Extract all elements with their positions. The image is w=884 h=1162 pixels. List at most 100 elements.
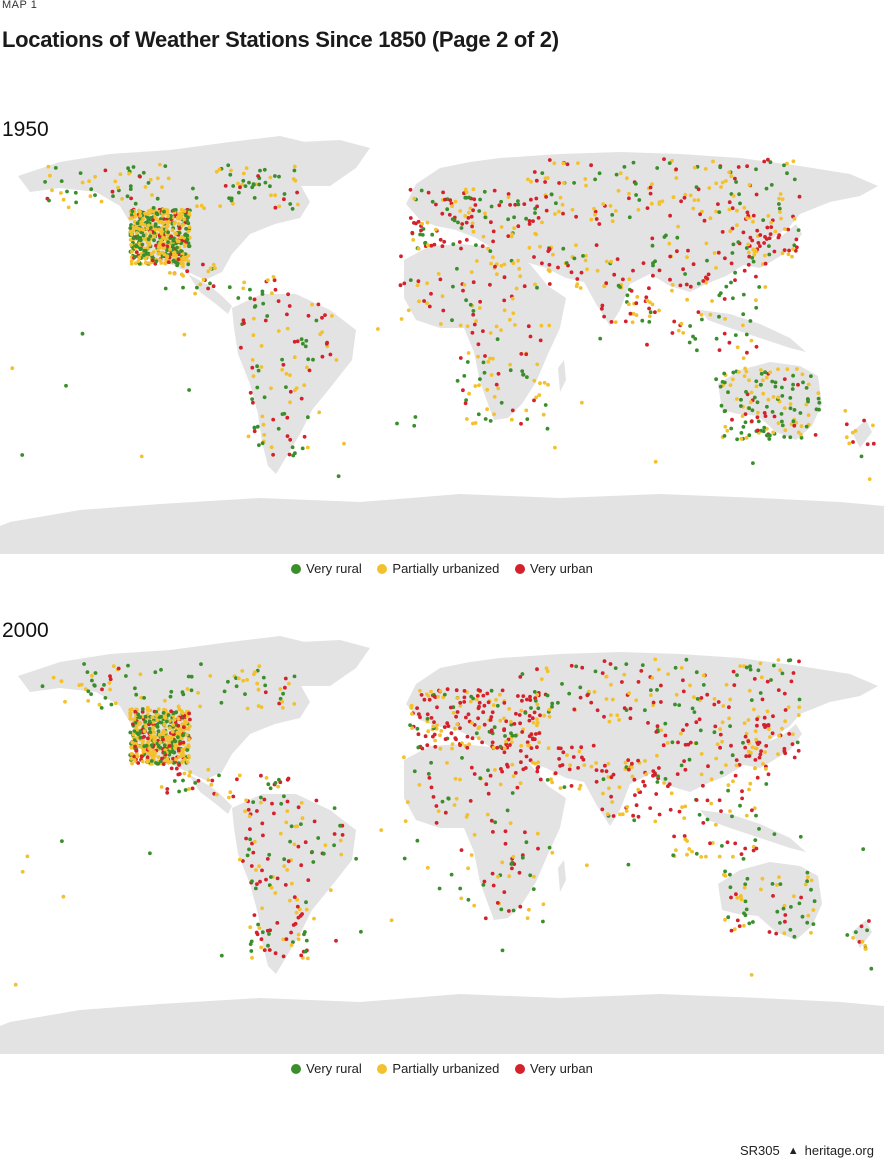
station-point <box>280 412 285 416</box>
station-point <box>143 719 148 724</box>
station-point <box>744 907 749 912</box>
station-point <box>127 171 131 176</box>
station-point <box>288 389 293 394</box>
station-point <box>310 302 314 307</box>
station-point <box>228 790 233 795</box>
station-point <box>459 246 463 251</box>
station-point <box>171 238 176 243</box>
station-point <box>141 739 146 743</box>
station-point <box>217 773 221 778</box>
station-point <box>724 763 728 767</box>
station-point <box>708 841 712 846</box>
station-point <box>471 696 475 701</box>
station-point <box>181 264 185 269</box>
station-point <box>602 284 607 289</box>
station-point <box>744 332 749 337</box>
station-point <box>167 744 172 748</box>
station-point <box>768 160 773 165</box>
station-point <box>550 850 555 855</box>
station-point <box>147 719 152 724</box>
station-point <box>488 249 493 254</box>
station-point <box>248 827 252 831</box>
station-point <box>736 240 741 244</box>
station-point <box>323 843 328 848</box>
station-point <box>569 784 574 788</box>
station-point <box>701 673 706 678</box>
station-point <box>265 314 270 318</box>
station-point <box>541 412 546 417</box>
station-point <box>578 685 583 690</box>
station-point <box>59 191 63 195</box>
station-point <box>729 280 733 285</box>
station-point <box>705 798 710 803</box>
station-point <box>775 883 779 887</box>
landmass-11 <box>0 494 884 554</box>
station-point <box>480 740 484 745</box>
station-point <box>292 168 297 173</box>
station-point <box>463 401 468 406</box>
station-point <box>499 199 503 204</box>
station-point <box>508 317 512 322</box>
station-point <box>446 724 451 728</box>
station-point <box>670 282 675 287</box>
station-point <box>743 882 748 887</box>
station-point <box>65 189 69 194</box>
station-point <box>666 784 670 789</box>
station-point <box>266 782 271 787</box>
station-point <box>270 801 274 806</box>
station-point <box>144 220 149 225</box>
station-point <box>470 330 475 335</box>
station-point <box>597 171 602 176</box>
station-point <box>483 354 487 358</box>
station-point <box>174 231 179 236</box>
station-point <box>465 745 470 750</box>
station-point <box>178 741 183 746</box>
station-point <box>269 386 273 391</box>
station-point <box>285 326 290 331</box>
heritage-link[interactable]: heritage.org <box>804 1143 874 1158</box>
station-point <box>508 821 513 826</box>
station-point <box>293 178 298 183</box>
station-point <box>526 324 531 329</box>
station-point <box>694 720 699 725</box>
station-point <box>172 717 177 722</box>
station-point <box>166 230 171 235</box>
landmass-0 <box>18 136 360 280</box>
station-point <box>167 740 172 745</box>
station-point <box>406 308 411 313</box>
station-point <box>720 844 724 848</box>
station-point <box>731 779 735 784</box>
station-point <box>538 338 543 343</box>
station-point <box>781 906 786 911</box>
station-point <box>459 896 464 901</box>
station-point <box>792 755 797 760</box>
station-point <box>489 220 493 225</box>
station-point <box>148 234 153 238</box>
station-point <box>665 741 670 745</box>
station-point <box>754 746 759 751</box>
station-point <box>523 711 528 715</box>
station-point <box>429 291 433 296</box>
station-point <box>177 789 182 794</box>
station-point <box>532 378 537 383</box>
station-point <box>491 356 495 361</box>
station-point <box>777 202 781 206</box>
station-point <box>847 441 852 446</box>
station-point <box>753 758 758 762</box>
station-point <box>296 844 301 849</box>
station-point <box>701 783 705 788</box>
station-point <box>253 886 258 891</box>
station-point <box>776 752 780 757</box>
station-point <box>770 379 775 384</box>
station-point <box>159 261 164 265</box>
station-point <box>647 314 652 319</box>
station-point <box>317 410 322 415</box>
station-point <box>733 176 737 181</box>
station-point <box>634 698 639 703</box>
station-point <box>488 356 492 361</box>
station-point <box>628 311 633 316</box>
station-point <box>743 745 748 750</box>
station-point <box>584 183 588 188</box>
station-point <box>809 887 813 892</box>
landmass-8 <box>700 310 806 352</box>
